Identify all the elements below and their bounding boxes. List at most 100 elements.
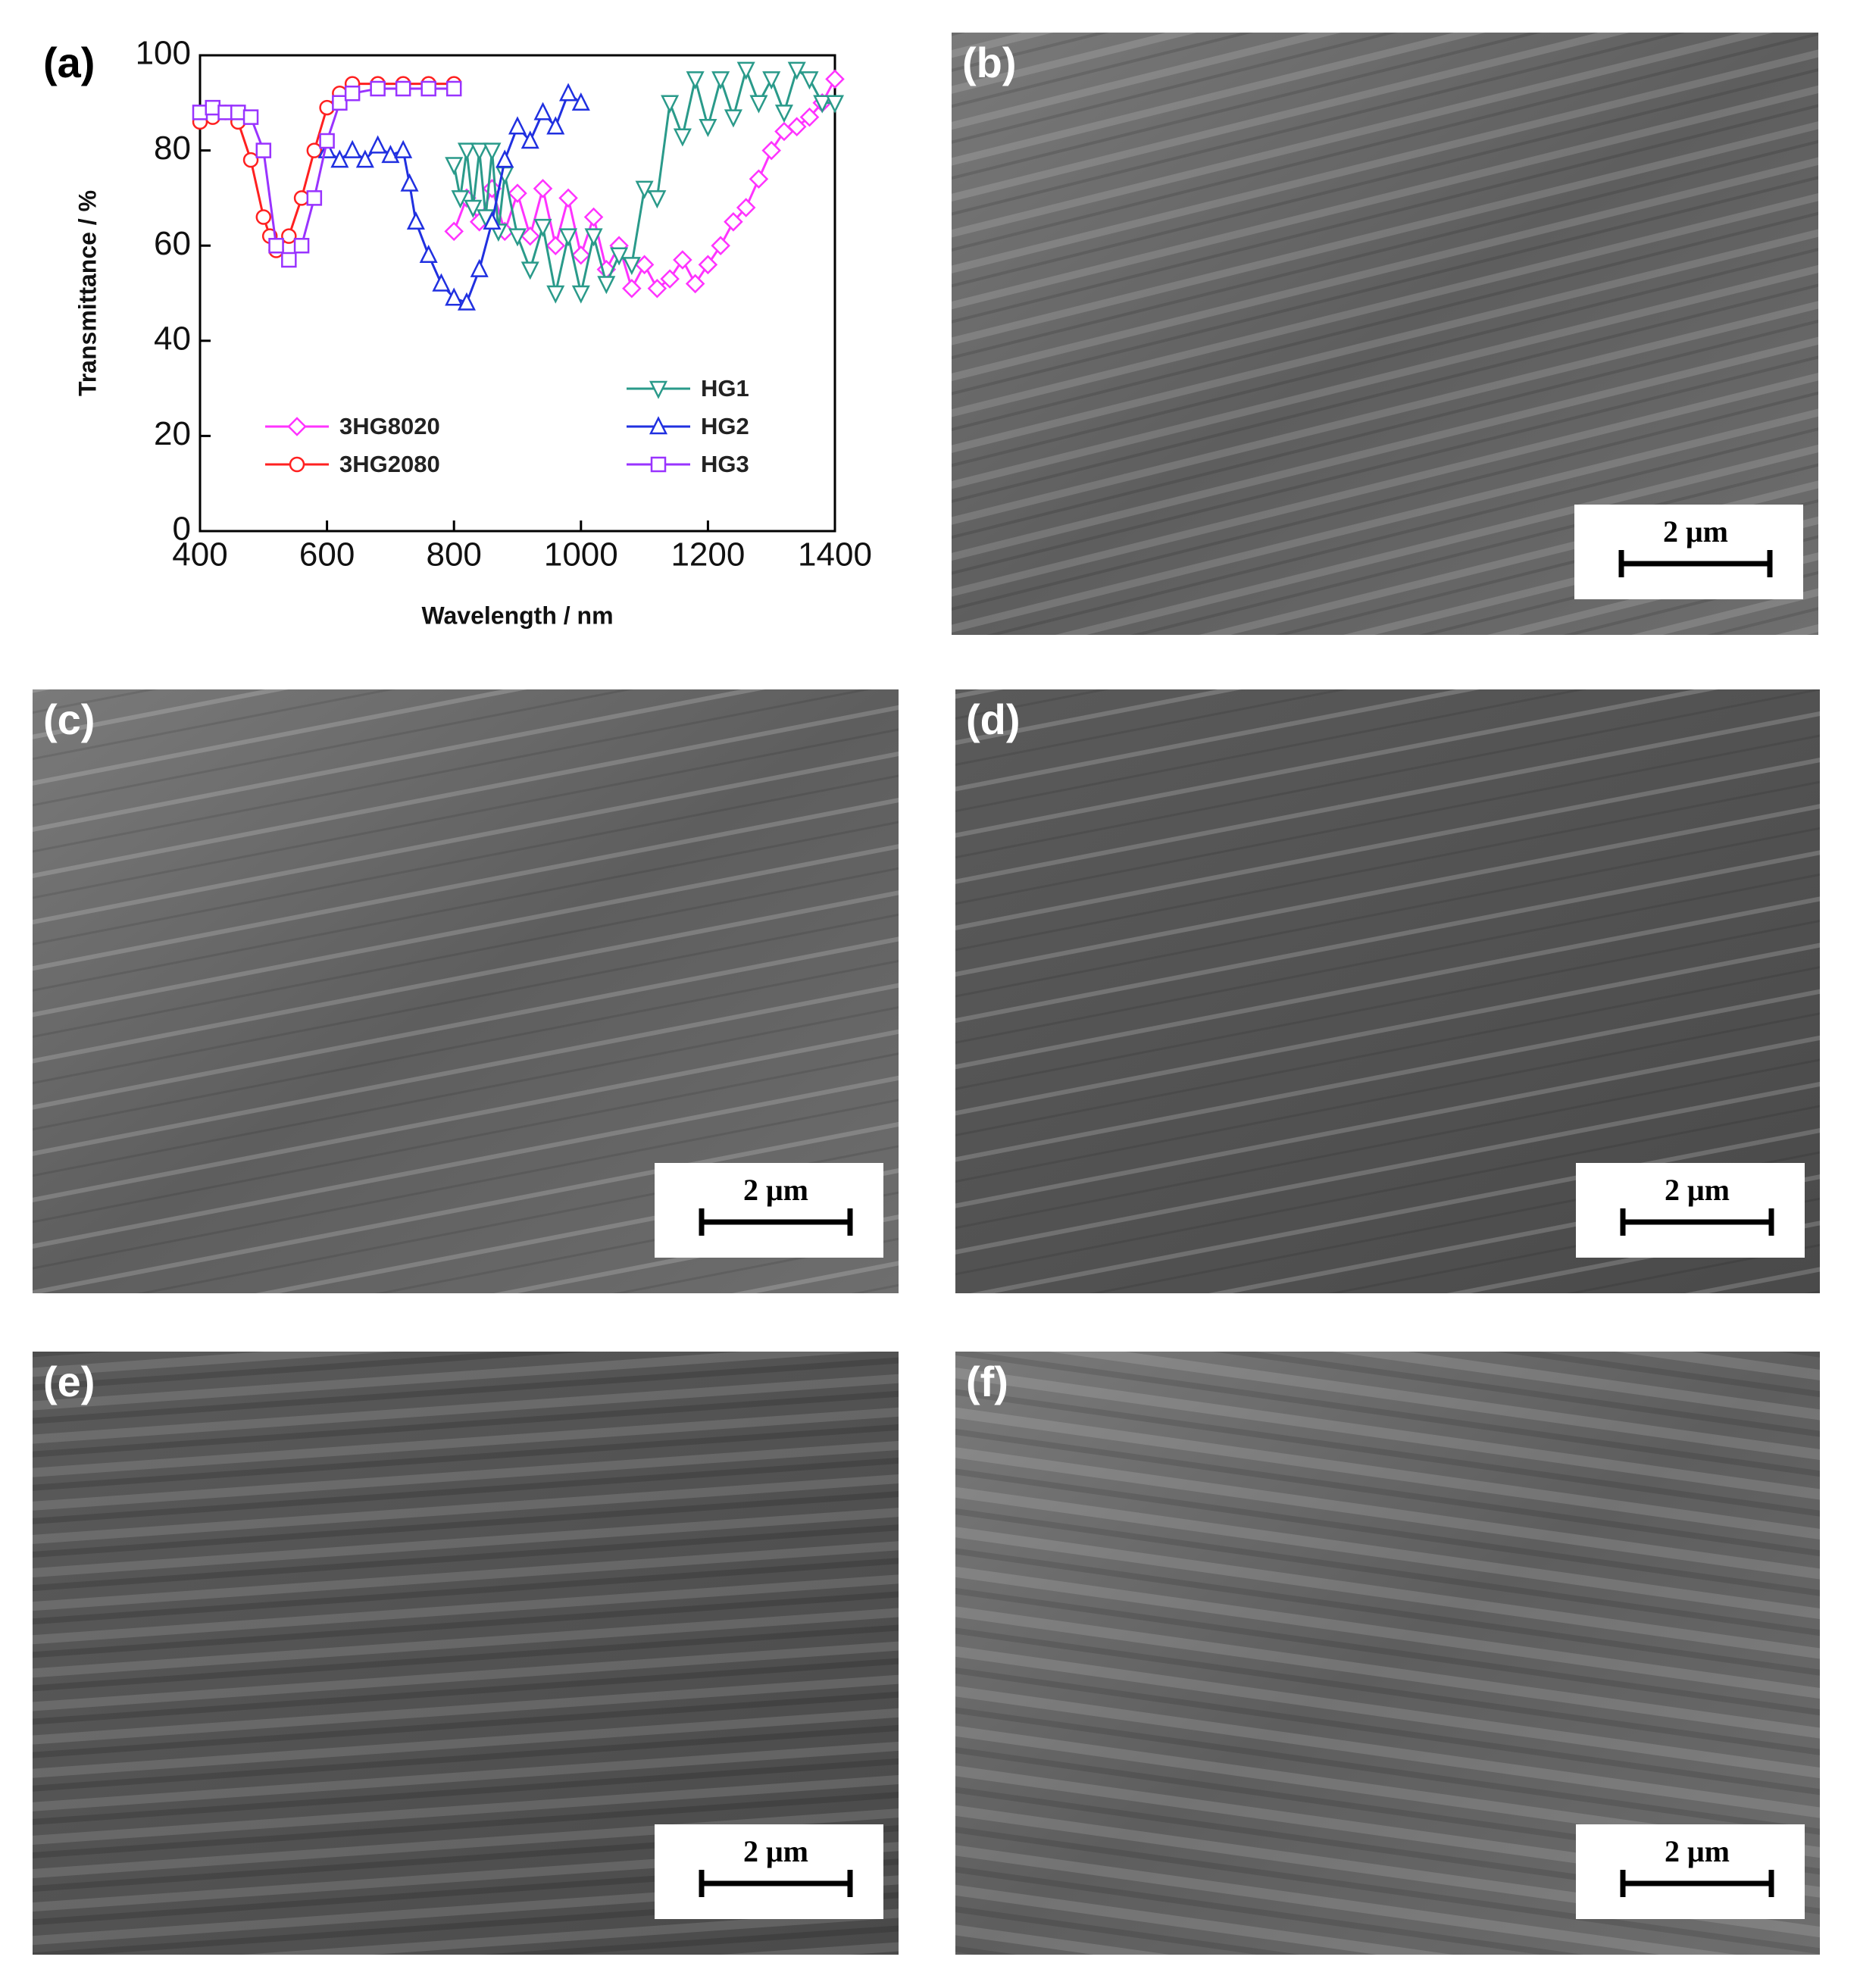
plot-frame	[199, 54, 836, 533]
y-tick-label: 40	[154, 320, 191, 357]
marker	[533, 218, 552, 237]
marker	[749, 95, 768, 114]
marker	[451, 190, 470, 209]
sem-d	[955, 689, 1820, 1293]
x-tick-label: 800	[426, 536, 481, 574]
marker	[698, 255, 718, 275]
marker	[813, 95, 832, 114]
marker	[724, 109, 742, 128]
marker	[355, 149, 374, 168]
marker	[205, 99, 221, 116]
marker	[559, 228, 578, 247]
marker	[242, 109, 259, 125]
marker	[546, 285, 565, 304]
marker	[533, 179, 553, 198]
marker	[400, 173, 419, 192]
y-tick-label: 80	[154, 130, 191, 167]
y-tick-label: 20	[154, 415, 191, 452]
marker	[686, 71, 705, 90]
legend-label: 3HG2080	[339, 451, 440, 477]
marker	[622, 278, 642, 299]
marker	[533, 102, 552, 120]
marker	[464, 199, 483, 218]
marker	[281, 228, 297, 244]
marker	[381, 145, 400, 164]
marker	[650, 456, 667, 473]
legend-label: HG2	[701, 413, 749, 439]
marker	[649, 380, 668, 399]
marker	[495, 149, 514, 168]
panel-label: (f)	[966, 1358, 1008, 1405]
marker	[319, 133, 335, 149]
marker	[368, 135, 387, 154]
marker	[786, 117, 807, 136]
marker	[483, 211, 502, 230]
marker	[711, 236, 730, 255]
marker	[508, 183, 527, 203]
marker	[394, 139, 413, 158]
marker	[545, 236, 566, 255]
marker	[293, 237, 310, 254]
marker	[673, 250, 692, 270]
marker	[622, 257, 641, 276]
marker	[406, 211, 425, 230]
marker	[800, 71, 819, 90]
marker	[673, 128, 692, 147]
marker	[457, 292, 476, 311]
scale-bar-box	[1574, 505, 1803, 599]
sem-e	[33, 1352, 899, 1955]
marker	[634, 255, 655, 275]
marker	[661, 95, 680, 114]
legend-label: HG3	[701, 451, 749, 477]
marker	[761, 140, 781, 161]
marker	[571, 92, 590, 111]
marker	[508, 116, 527, 135]
marker	[825, 95, 845, 114]
y-tick-label: 60	[154, 225, 191, 262]
marker	[330, 149, 349, 168]
marker	[685, 274, 705, 294]
marker	[306, 190, 323, 206]
marker	[344, 85, 361, 102]
marker	[395, 80, 411, 97]
marker	[647, 278, 667, 299]
marker	[520, 130, 539, 149]
marker	[289, 456, 305, 473]
marker	[520, 226, 540, 246]
marker	[293, 190, 310, 206]
marker	[648, 190, 667, 209]
scale-bar-box	[655, 1163, 883, 1258]
marker	[774, 105, 793, 123]
y-axis-label: Transmittance / %	[73, 190, 101, 396]
marker	[787, 61, 806, 80]
marker	[558, 188, 578, 208]
marker	[699, 118, 717, 137]
marker	[635, 180, 654, 199]
marker	[724, 212, 743, 232]
panel-label: (a)	[43, 39, 95, 86]
y-tick-label: 100	[136, 35, 191, 72]
marker	[736, 198, 756, 217]
x-tick-label: 400	[172, 536, 227, 574]
marker	[287, 417, 307, 436]
marker	[597, 276, 616, 295]
scale-bar-label: 2 μm	[1665, 1173, 1730, 1207]
marker	[508, 228, 527, 247]
marker	[520, 261, 539, 280]
marker	[799, 107, 820, 127]
marker	[432, 273, 451, 292]
marker	[559, 83, 578, 102]
panel-label: (b)	[962, 39, 1017, 86]
x-tick-label: 600	[299, 536, 355, 574]
scale-bar-box	[1576, 1163, 1805, 1258]
x-tick-label: 1000	[544, 536, 618, 574]
marker	[343, 139, 362, 158]
legend-label: HG1	[701, 375, 749, 402]
marker	[660, 269, 680, 289]
marker	[419, 244, 438, 264]
marker	[457, 142, 476, 161]
marker	[445, 287, 464, 306]
x-axis-label: Wavelength / nm	[421, 602, 613, 629]
panel-label: (e)	[43, 1358, 95, 1405]
